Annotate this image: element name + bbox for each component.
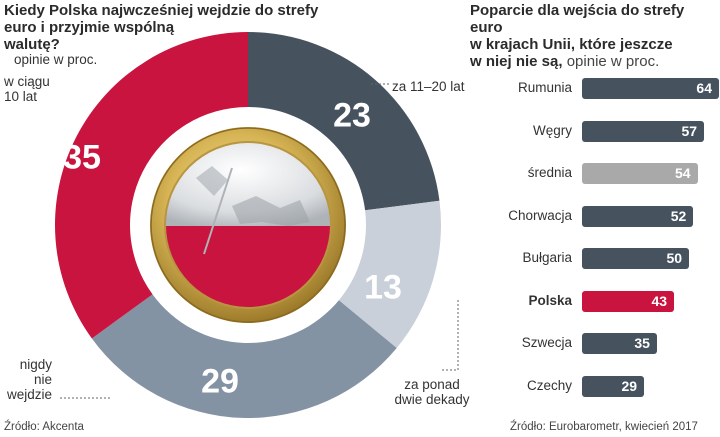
bar-Polska: 43 — [582, 290, 675, 312]
euro-coin-icon — [150, 127, 346, 323]
annot-za-ponad: za ponad dwie dekady — [392, 377, 472, 407]
bar-Bułgaria: 50 — [582, 248, 690, 269]
bar-Szwecja: 35 — [582, 333, 657, 354]
slice-value-nigdy: 29 — [201, 362, 239, 401]
bar-value-label: 50 — [666, 250, 683, 266]
annot-za-ponad-line1: za ponad — [404, 377, 460, 392]
bar-category-label: Węgry — [532, 122, 572, 138]
donut-slice-2 — [91, 294, 397, 419]
bar-category-label: Bułgaria — [522, 250, 572, 265]
bar-category-label: Chorwacja — [508, 207, 572, 223]
bar-title-line3: w niej nie są, — [470, 53, 563, 70]
bar-value-label: 57 — [681, 122, 698, 139]
donut-slice-1 — [338, 200, 441, 349]
bar-source: Źródło: Eurobarometr, kwiecień 2017 — [510, 421, 698, 433]
bar-category-label: Rumunia — [517, 80, 572, 95]
annot-za-11-20: za 11–20 lat — [392, 79, 465, 94]
bar-title-line1: Poparcie dla wejścia do strefy euro — [470, 2, 685, 36]
bar-Węgry: 57 — [582, 120, 705, 142]
bar-value-label: 52 — [670, 207, 687, 224]
bar-category-label: Szwecja — [521, 335, 572, 350]
annot-nigdy-line1: nigdy — [19, 357, 52, 372]
bar-subtitle: opinie w proc. — [566, 53, 660, 70]
leader-line-1 — [440, 300, 459, 371]
donut-title-line2: euro i przyjmie wspólną — [4, 19, 175, 36]
bar-title: Poparcie dla wejścia do strefy euro w kr… — [470, 2, 720, 70]
donut-slice-3 — [54, 32, 248, 339]
donut-chart — [54, 32, 459, 419]
bar-Chorwacja: 52 — [582, 205, 694, 227]
slice-value-w-ciagu: 35 — [63, 138, 101, 177]
bar-Rumunia: 64 — [582, 78, 719, 99]
donut-slice-0 — [248, 32, 440, 211]
donut-title: Kiedy Polska najwcześniej wejdzie do str… — [4, 2, 318, 53]
annot-nigdy: nigdy nie wejdzie — [4, 357, 52, 402]
annot-nigdy-line3: wejdzie — [6, 387, 52, 402]
bar-category-label: średnia — [527, 165, 572, 180]
bar-category-label: Polska — [528, 292, 572, 308]
bar-średnia: 54 — [582, 163, 698, 184]
bar-value-label: 54 — [675, 165, 691, 181]
bar-value-label: 35 — [634, 335, 650, 351]
slice-value-za-ponad: 13 — [364, 268, 402, 307]
annot-w-ciagu: w ciągu 10 lat — [4, 74, 50, 104]
bar-value-label: 43 — [651, 292, 668, 309]
bar-Czechy: 29 — [582, 375, 645, 397]
donut-source: Źródło: Akcenta — [4, 421, 84, 433]
donut-title-line1: Kiedy Polska najwcześniej wejdzie do str… — [4, 2, 319, 19]
bar-value-label: 29 — [621, 377, 638, 394]
annot-nigdy-line2: nie — [33, 372, 52, 387]
bar-value-label: 64 — [696, 80, 712, 96]
donut-title-line3: walutę? — [4, 36, 60, 53]
slice-value-za-11-20: 23 — [333, 96, 371, 135]
annot-za-ponad-line2: dwie dekady — [394, 392, 470, 407]
donut-subtitle: opinie w proc. — [14, 52, 98, 67]
annot-w-ciagu-line1: w ciągu — [4, 74, 50, 89]
bar-category-label: Czechy — [526, 377, 572, 393]
annot-w-ciagu-line2: 10 lat — [4, 89, 38, 104]
bar-title-line2: w krajach Unii, które jeszcze — [470, 36, 673, 53]
